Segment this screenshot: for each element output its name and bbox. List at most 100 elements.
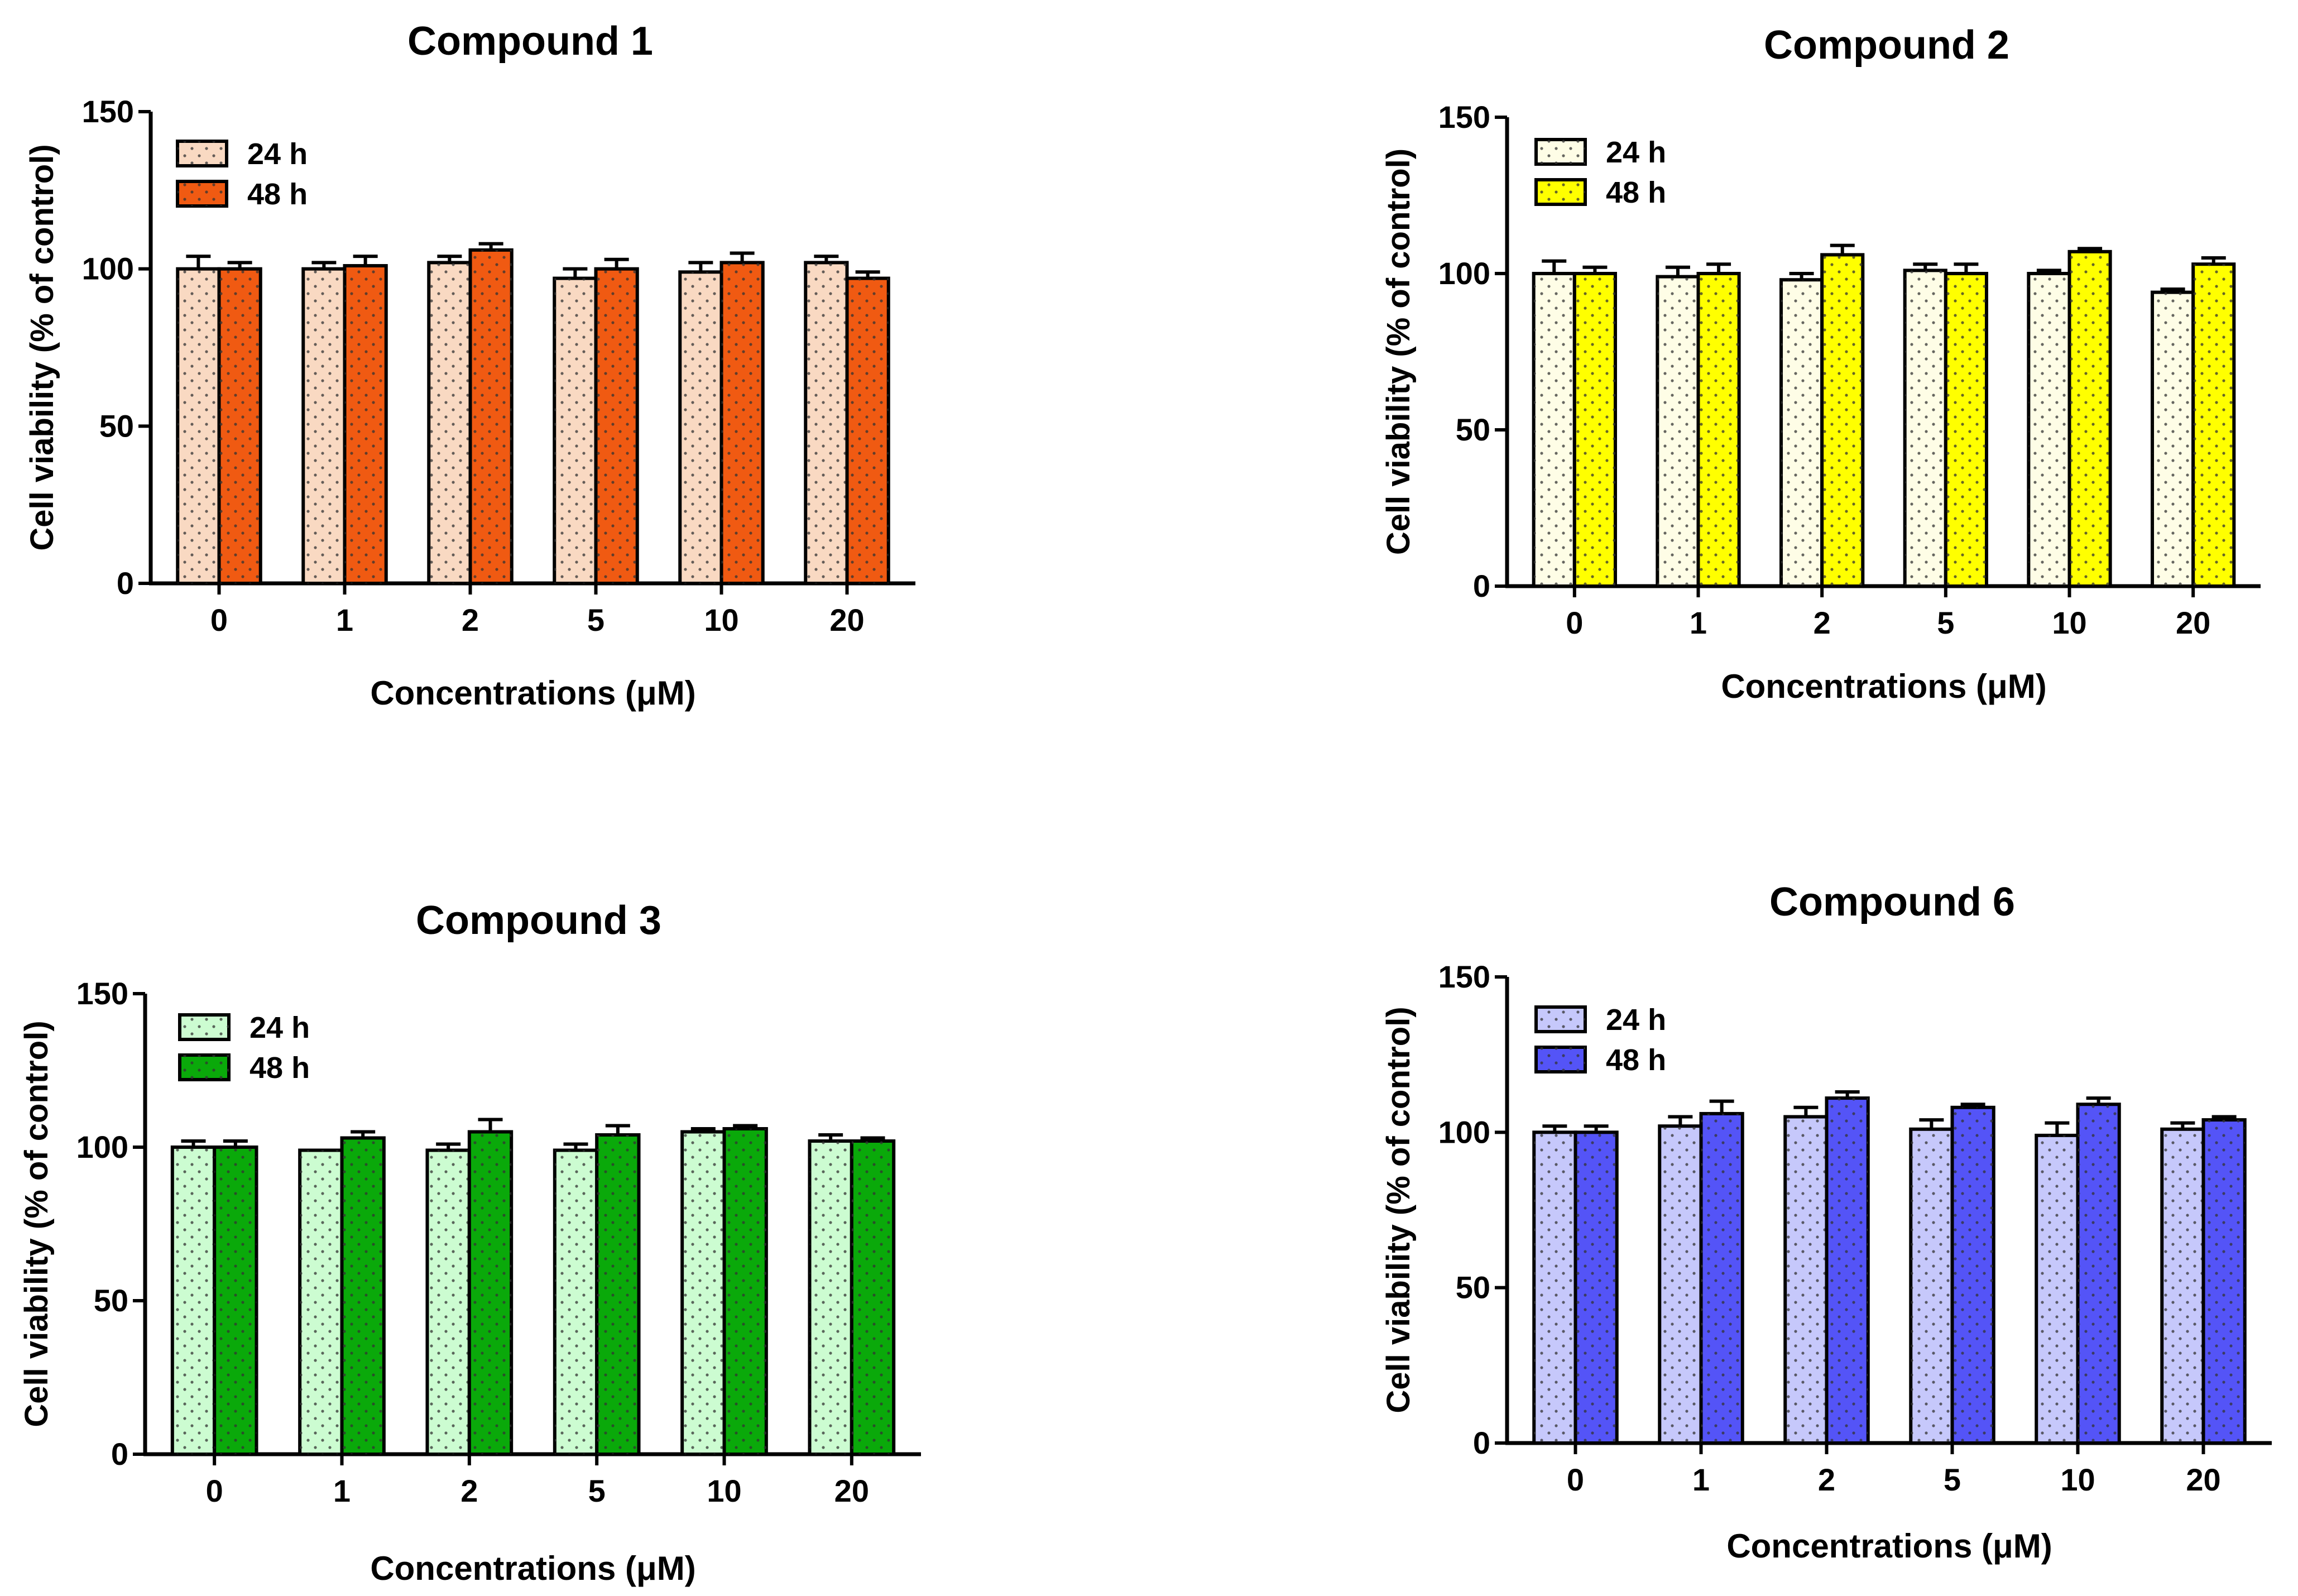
- legend-swatch-pattern: [1536, 140, 1585, 164]
- x-tick-label: 5: [587, 602, 605, 638]
- x-tick-label: 1: [1690, 605, 1707, 640]
- legend-label: 48 h: [1606, 176, 1666, 209]
- bar-pattern: [429, 262, 471, 583]
- x-tick-label: 5: [1944, 1462, 1961, 1497]
- legend-swatch-pattern: [177, 141, 227, 166]
- legend-label: 24 h: [1606, 136, 1666, 169]
- chart-title: Compound 1: [407, 19, 653, 64]
- x-tick-label: 2: [462, 602, 479, 638]
- legend-swatch-pattern: [1536, 1007, 1585, 1032]
- y-tick-label: 150: [1438, 99, 1490, 135]
- bar-pattern: [805, 262, 847, 583]
- bar-pattern: [554, 1150, 597, 1454]
- y-tick-label: 150: [1438, 959, 1490, 994]
- bar-pattern: [469, 1132, 512, 1454]
- bar-pattern: [172, 1147, 215, 1454]
- y-axis-label: Cell viability (% of control): [1380, 148, 1417, 555]
- chart-title: Compound 6: [1769, 880, 2015, 924]
- bar-pattern: [427, 1150, 469, 1454]
- y-tick-label: 100: [1438, 1114, 1490, 1149]
- x-axis-label: Concentrations (μM): [370, 674, 695, 712]
- chart-title: Compound 3: [416, 898, 661, 943]
- legend-label: 24 h: [250, 1011, 310, 1044]
- bar-pattern: [2078, 1104, 2119, 1443]
- bar-pattern: [303, 269, 345, 584]
- x-tick-label: 10: [707, 1473, 741, 1508]
- y-tick-label: 50: [99, 408, 134, 443]
- bar-pattern: [1785, 1116, 1827, 1443]
- legend-swatch-pattern: [180, 1015, 229, 1039]
- y-tick-label: 0: [1473, 1425, 1490, 1460]
- x-tick-label: 1: [1692, 1462, 1710, 1497]
- y-axis-label: Cell viability (% of control): [24, 144, 60, 550]
- x-tick-label: 20: [829, 602, 864, 638]
- bar-pattern: [2203, 1120, 2245, 1443]
- bar-pattern: [2028, 274, 2070, 586]
- bar-pattern: [847, 278, 889, 584]
- bar-pattern: [2069, 251, 2110, 586]
- legend-swatch-pattern: [180, 1055, 229, 1080]
- x-tick-label: 1: [336, 602, 353, 638]
- x-tick-label: 20: [2186, 1462, 2220, 1497]
- bar-pattern: [470, 250, 512, 583]
- bar-pattern: [2152, 292, 2194, 586]
- legend-label: 48 h: [1606, 1043, 1666, 1077]
- bar-pattern: [809, 1141, 852, 1454]
- y-tick-label: 150: [76, 976, 128, 1011]
- y-tick-label: 50: [94, 1283, 128, 1318]
- y-tick-label: 50: [1456, 1270, 1490, 1305]
- bar-pattern: [1826, 1098, 1868, 1443]
- bar-pattern: [1781, 280, 1822, 586]
- bar-pattern: [1533, 274, 1575, 586]
- x-tick-label: 2: [460, 1473, 478, 1508]
- x-axis-label: Concentrations (μM): [1721, 668, 2046, 705]
- x-tick-label: 5: [1937, 605, 1954, 640]
- bar-pattern: [724, 1129, 766, 1454]
- bar-pattern: [851, 1141, 894, 1454]
- bar-pattern: [177, 269, 219, 584]
- bar-pattern: [300, 1150, 342, 1454]
- bar-pattern: [2193, 264, 2234, 586]
- bar-pattern: [1534, 1132, 1576, 1443]
- legend-swatch-pattern: [177, 181, 227, 206]
- bar-pattern: [1945, 274, 1987, 586]
- legend-label: 48 h: [250, 1051, 310, 1085]
- x-axis-label: Concentrations (μM): [1726, 1527, 2052, 1565]
- bar-pattern: [596, 269, 637, 584]
- x-tick-label: 20: [834, 1473, 869, 1508]
- bar-pattern: [1574, 274, 1615, 586]
- x-axis-label: Concentrations (μM): [370, 1550, 695, 1587]
- legend-label: 24 h: [247, 137, 308, 171]
- bar-pattern: [1698, 274, 1739, 586]
- legend-label: 48 h: [247, 178, 308, 211]
- bar-pattern: [1657, 276, 1699, 587]
- bar-pattern: [1904, 270, 1946, 586]
- y-tick-label: 0: [111, 1436, 128, 1472]
- y-tick-label: 150: [82, 94, 134, 129]
- x-tick-label: 0: [206, 1473, 223, 1508]
- chart-panel-2: Compound 2 0 50 100 150 Cell viability (% of …: [1380, 23, 2261, 705]
- x-tick-label: 0: [1566, 605, 1583, 640]
- legend-swatch-pattern: [1536, 1047, 1585, 1072]
- bar-pattern: [2162, 1129, 2204, 1443]
- bar-pattern: [344, 266, 386, 583]
- bar-pattern: [1952, 1107, 1994, 1443]
- chart-title: Compound 2: [1764, 23, 2009, 68]
- y-tick-label: 50: [1456, 412, 1490, 447]
- y-tick-label: 100: [1438, 256, 1490, 291]
- x-tick-label: 2: [1814, 605, 1831, 640]
- x-tick-label: 1: [333, 1473, 351, 1508]
- bar-pattern: [597, 1135, 639, 1454]
- bar-pattern: [214, 1147, 257, 1454]
- bar-pattern: [1575, 1132, 1617, 1443]
- y-axis-label: Cell viability (% of control): [18, 1020, 55, 1427]
- bar-pattern: [554, 278, 596, 584]
- legend-label: 24 h: [1606, 1003, 1666, 1037]
- y-tick-label: 100: [82, 251, 134, 286]
- bar-pattern: [721, 262, 763, 583]
- x-tick-label: 2: [1818, 1462, 1835, 1497]
